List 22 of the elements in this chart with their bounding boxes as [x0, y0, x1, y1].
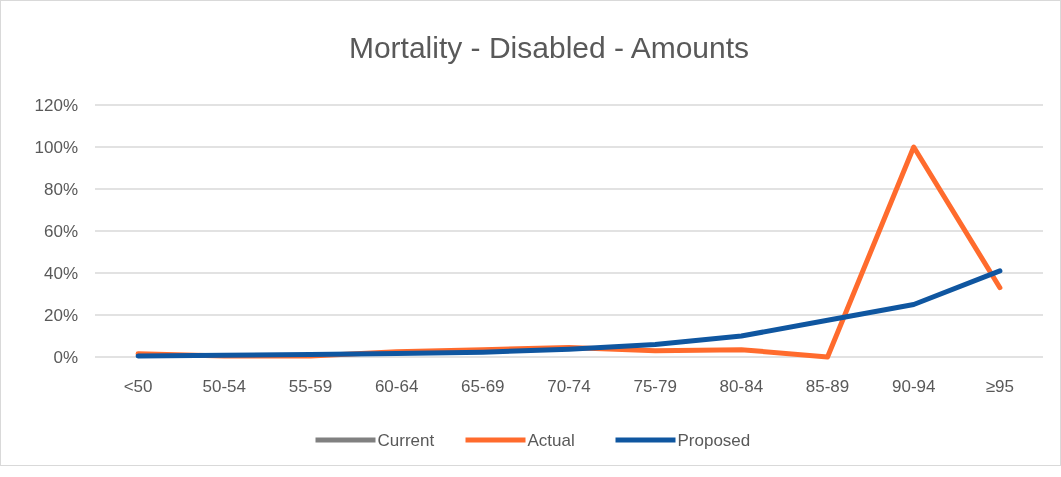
legend-label: Proposed	[677, 430, 751, 450]
x-tick-label: 65-69	[461, 377, 505, 396]
x-tick-label: 60-64	[374, 377, 419, 396]
legend-label: Actual	[527, 430, 575, 450]
x-tick-label: ≥95	[985, 377, 1015, 396]
y-tick-label: 20%	[43, 305, 78, 325]
x-tick-label: 50-54	[202, 377, 247, 396]
x-tick-label: 55-59	[288, 377, 333, 396]
x-tick-label: 70-74	[547, 377, 591, 396]
x-tick-label: 80-84	[719, 377, 764, 396]
y-tick-label: 120%	[34, 95, 78, 115]
chart-title: Mortality - Disabled - Amounts	[348, 31, 750, 64]
y-tick-label: 60%	[43, 221, 78, 241]
y-tick-label: 100%	[34, 137, 78, 157]
y-tick-label: 80%	[43, 179, 78, 199]
x-tick-label: <50	[123, 377, 153, 396]
x-tick-label: 75-79	[633, 377, 677, 396]
x-tick-label: 85-89	[805, 377, 850, 396]
y-tick-label: 40%	[43, 263, 78, 283]
legend-label: Current	[377, 430, 435, 450]
y-tick-label: 0%	[53, 347, 78, 367]
x-tick-label: 90-94	[891, 377, 936, 396]
